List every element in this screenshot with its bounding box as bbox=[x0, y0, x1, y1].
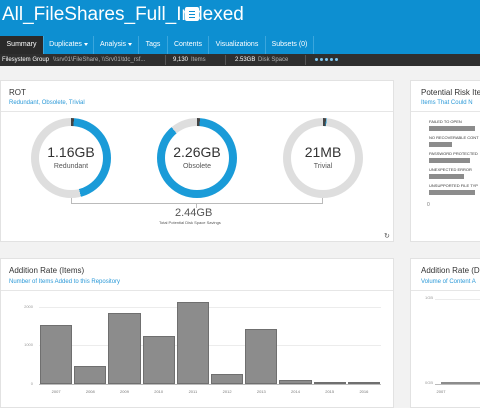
risk-item-label: FAILED TO OPEN bbox=[429, 119, 462, 124]
tab-analysis[interactable]: Analysis bbox=[94, 36, 139, 54]
source-type: Filesystem Group bbox=[2, 57, 50, 63]
total-savings-value: 2.44GB bbox=[175, 207, 213, 219]
disk-space: 2.53GB bbox=[235, 57, 256, 63]
total-savings-label: Total Potential Disk Space Savings bbox=[159, 220, 221, 225]
items-bar-2007[interactable] bbox=[40, 324, 73, 384]
risk-item-label: UNSUPPORTED FILE TYP bbox=[429, 183, 478, 188]
items-xtick: 2016 bbox=[359, 389, 369, 394]
tab-subsets[interactable]: Subsets (0) bbox=[266, 36, 314, 54]
rot-title: ROT bbox=[9, 88, 26, 97]
items-bar-2011[interactable] bbox=[176, 301, 209, 384]
risk-item-bar[interactable] bbox=[429, 142, 452, 147]
tab-visualizations[interactable]: Visualizations bbox=[209, 36, 266, 54]
refresh-icon[interactable]: ↻ bbox=[384, 233, 390, 240]
tab-bar: Summary Duplicates Analysis Tags Content… bbox=[0, 36, 480, 54]
risk-item-label: UNEXPECTED ERROR bbox=[429, 167, 472, 172]
source-path: \\srv01\FileShare, \\Srv01\tdc_rsf... bbox=[53, 57, 146, 63]
items-bar-2008[interactable] bbox=[74, 366, 107, 384]
items-ytick: 0 bbox=[30, 381, 33, 386]
addition-volume-title: Addition Rate (D bbox=[421, 266, 480, 275]
items-xtick: 2012 bbox=[222, 389, 232, 394]
addition-items-title: Addition Rate (Items) bbox=[9, 266, 85, 275]
risk-axis-zero: 0 bbox=[427, 202, 430, 208]
hamburger-menu-icon[interactable] bbox=[185, 7, 199, 21]
risk-subtitle: Items That Could N bbox=[421, 100, 473, 106]
risk-item-label: PASSWORD PROTECTED bbox=[429, 151, 478, 156]
trivial-label: Trivial bbox=[313, 163, 333, 170]
addition-items-subtitle: Number of Items Added to this Repository bbox=[9, 279, 121, 285]
trivial-donut[interactable]: 21MB Trivial bbox=[283, 118, 363, 198]
trivial-value: 21MB bbox=[304, 144, 342, 160]
tab-duplicates[interactable]: Duplicates bbox=[44, 36, 94, 54]
repository-info-bar: Filesystem Group \\srv01\FileShare, \\Sr… bbox=[0, 54, 480, 66]
total-bracket bbox=[71, 198, 323, 204]
addition-volume-subtitle: Volume of Content A bbox=[421, 279, 476, 285]
items-xtick: 2014 bbox=[291, 389, 300, 394]
addition-rate-items-panel: Addition Rate (Items) Number of Items Ad… bbox=[0, 258, 394, 408]
items-ytick: 1000 bbox=[24, 342, 33, 348]
items-xtick: 2007 bbox=[51, 389, 61, 394]
redundant-donut[interactable]: 1.16GB Redundant bbox=[31, 118, 111, 198]
items-bar-2009[interactable] bbox=[108, 312, 141, 384]
items-xtick: 2013 bbox=[256, 389, 266, 394]
risk-item-bar[interactable] bbox=[429, 174, 464, 179]
items-bar-2016[interactable] bbox=[347, 382, 380, 384]
tab-contents[interactable]: Contents bbox=[168, 36, 209, 54]
obsolete-value: 2.26GB bbox=[173, 144, 221, 160]
item-count: 9,130 bbox=[173, 57, 189, 63]
volume-ytick-bottom: 0GB bbox=[424, 380, 433, 385]
chevron-down-icon bbox=[83, 42, 88, 46]
items-xtick: 2015 bbox=[325, 389, 335, 394]
app-header: All_FileShares_Full_Indexed bbox=[0, 0, 480, 36]
obsolete-label: Obsolete bbox=[182, 163, 212, 170]
disk-space-unit: Disk Space bbox=[258, 57, 289, 63]
items-bar-2014[interactable] bbox=[279, 380, 312, 384]
item-count-unit: Items bbox=[191, 57, 206, 63]
redundant-label: Redundant bbox=[53, 163, 89, 170]
items-bar-2015[interactable] bbox=[313, 382, 346, 384]
volume-ytick-top: 1GB bbox=[424, 295, 433, 300]
items-xtick: 2011 bbox=[188, 389, 198, 394]
risk-title: Potential Risk Ite bbox=[421, 88, 480, 97]
risk-item-bar[interactable] bbox=[429, 126, 475, 131]
risk-item-bar[interactable] bbox=[429, 158, 470, 163]
potential-risk-panel: Potential Risk Ite Items That Could N FA… bbox=[410, 80, 480, 242]
risk-item-bar[interactable] bbox=[429, 190, 475, 195]
obsolete-donut[interactable]: 2.26GB Obsolete bbox=[157, 118, 237, 198]
items-bar-2012[interactable] bbox=[211, 374, 244, 384]
rot-subtitle: Redundant, Obsolete, Trivial bbox=[9, 100, 85, 106]
rot-panel: ROT Redundant, Obsolete, Trivial 1.16GB … bbox=[0, 80, 394, 242]
items-bar-2013[interactable] bbox=[245, 328, 278, 384]
volume-xtick: 2007 bbox=[436, 389, 446, 394]
risk-item-label: NO RECOVERABLE CONT bbox=[429, 135, 479, 140]
chevron-down-icon bbox=[128, 42, 133, 46]
redundant-value: 1.16GB bbox=[47, 144, 95, 160]
items-bar-2010[interactable] bbox=[142, 336, 175, 384]
items-ytick: 2000 bbox=[24, 303, 33, 309]
addition-rate-volume-panel: Addition Rate (D Volume of Content A 1GB… bbox=[410, 258, 480, 408]
items-xtick: 2010 bbox=[154, 389, 164, 394]
tab-tags[interactable]: Tags bbox=[139, 36, 168, 54]
items-xtick: 2009 bbox=[120, 389, 129, 394]
items-xtick: 2008 bbox=[85, 389, 95, 394]
volume-bar bbox=[441, 382, 480, 384]
tab-summary[interactable]: Summary bbox=[0, 36, 44, 54]
progress-dots-icon bbox=[315, 58, 340, 70]
page-title: All_FileShares_Full_Indexed bbox=[2, 4, 244, 25]
